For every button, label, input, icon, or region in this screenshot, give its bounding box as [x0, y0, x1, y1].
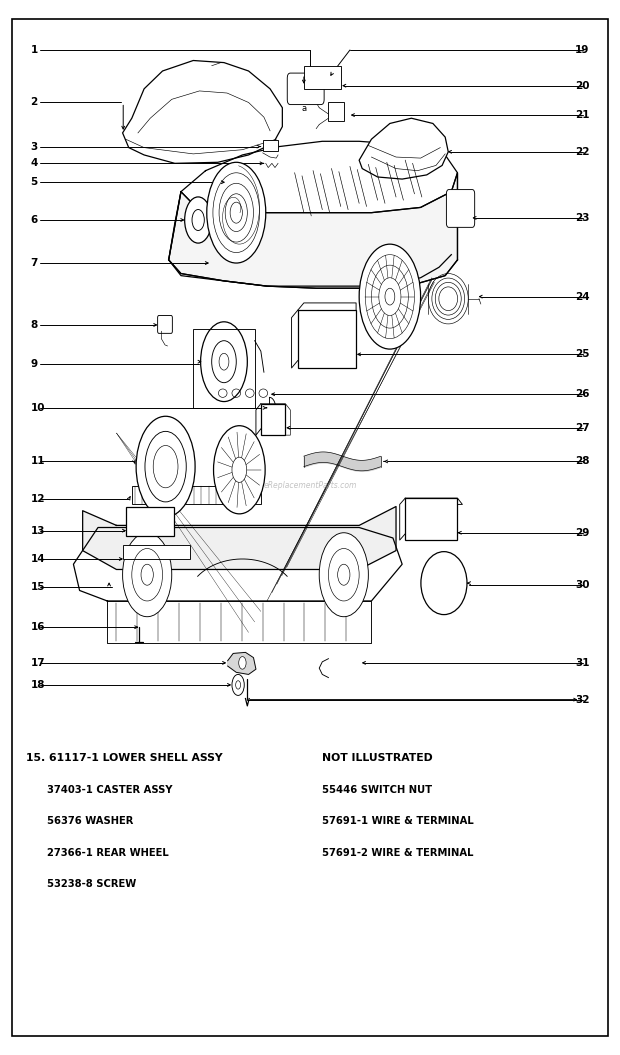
Circle shape	[185, 197, 211, 243]
Text: a: a	[301, 103, 306, 113]
Text: 13: 13	[30, 525, 45, 536]
Text: 24: 24	[575, 291, 590, 302]
Text: 30: 30	[575, 580, 590, 590]
Text: 12: 12	[30, 494, 45, 504]
Bar	[304, 65, 341, 89]
Text: 2: 2	[30, 97, 38, 108]
Text: 1: 1	[30, 45, 38, 55]
Text: 9: 9	[30, 359, 38, 369]
Circle shape	[232, 674, 244, 695]
Text: 31: 31	[575, 658, 590, 668]
Text: 53238-8 SCREW: 53238-8 SCREW	[26, 879, 136, 889]
Bar	[298, 310, 356, 368]
Text: NOT ILLUSTRATED: NOT ILLUSTRATED	[322, 753, 433, 763]
Text: 16: 16	[30, 622, 45, 632]
Text: 15. 61117-1 LOWER SHELL ASSY: 15. 61117-1 LOWER SHELL ASSY	[26, 753, 223, 763]
Bar	[329, 102, 344, 121]
Polygon shape	[359, 118, 448, 179]
Bar	[263, 140, 278, 151]
Polygon shape	[123, 60, 282, 164]
Circle shape	[232, 457, 247, 482]
Text: 29: 29	[575, 528, 590, 538]
Text: 23: 23	[575, 213, 590, 223]
Circle shape	[211, 341, 236, 383]
Bar	[126, 506, 174, 536]
Polygon shape	[169, 173, 458, 288]
Circle shape	[136, 417, 195, 517]
Circle shape	[219, 353, 229, 370]
Polygon shape	[107, 601, 371, 642]
Bar	[123, 545, 190, 559]
Text: 37403-1 CASTER ASSY: 37403-1 CASTER ASSY	[26, 785, 172, 794]
Text: eReplacementParts.com: eReplacementParts.com	[264, 481, 356, 490]
Circle shape	[201, 322, 247, 402]
Bar	[132, 485, 261, 504]
Text: 32: 32	[575, 694, 590, 705]
Circle shape	[359, 244, 420, 349]
Text: 7: 7	[30, 258, 38, 268]
Circle shape	[213, 426, 265, 514]
Circle shape	[236, 680, 241, 689]
Bar	[193, 329, 255, 408]
Text: 14: 14	[30, 554, 45, 564]
Circle shape	[319, 533, 368, 617]
Circle shape	[192, 210, 205, 230]
Text: 20: 20	[575, 80, 590, 91]
Text: 5: 5	[30, 177, 38, 187]
Text: 4: 4	[30, 158, 38, 169]
Text: 27: 27	[575, 423, 590, 433]
Circle shape	[207, 162, 266, 263]
Polygon shape	[73, 528, 402, 601]
Text: 3: 3	[30, 141, 38, 152]
Text: 26: 26	[575, 389, 590, 399]
Text: 19: 19	[575, 45, 590, 55]
Circle shape	[123, 533, 172, 617]
Polygon shape	[181, 141, 458, 213]
Text: 21: 21	[575, 110, 590, 120]
Text: 15: 15	[30, 582, 45, 592]
Text: 57691-2 WIRE & TERMINAL: 57691-2 WIRE & TERMINAL	[322, 847, 474, 858]
Text: 55446 SWITCH NUT: 55446 SWITCH NUT	[322, 785, 432, 794]
Text: 10: 10	[30, 403, 45, 413]
Text: 56376 WASHER: 56376 WASHER	[26, 817, 133, 826]
Text: 57691-1 WIRE & TERMINAL: 57691-1 WIRE & TERMINAL	[322, 817, 474, 826]
Text: 17: 17	[30, 658, 45, 668]
FancyBboxPatch shape	[157, 315, 172, 333]
Circle shape	[239, 656, 246, 669]
FancyBboxPatch shape	[446, 190, 475, 228]
FancyBboxPatch shape	[261, 404, 285, 435]
Text: 22: 22	[575, 147, 590, 157]
Text: 25: 25	[575, 349, 590, 360]
FancyBboxPatch shape	[287, 73, 324, 104]
Bar	[405, 498, 458, 540]
Text: 11: 11	[30, 457, 45, 466]
Polygon shape	[82, 506, 396, 570]
Ellipse shape	[421, 552, 467, 615]
Polygon shape	[228, 652, 256, 674]
Circle shape	[385, 288, 395, 305]
Text: 28: 28	[575, 457, 590, 466]
Text: 18: 18	[30, 679, 45, 690]
Text: 8: 8	[30, 320, 38, 330]
Text: 27366-1 REAR WHEEL: 27366-1 REAR WHEEL	[26, 847, 169, 858]
Text: 6: 6	[30, 215, 38, 225]
